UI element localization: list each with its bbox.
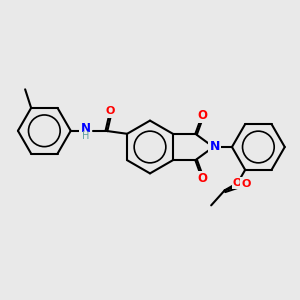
Text: N: N xyxy=(80,122,90,135)
Text: N: N xyxy=(210,140,220,154)
Text: O: O xyxy=(233,178,242,188)
Text: O: O xyxy=(197,109,207,122)
Text: O: O xyxy=(197,172,207,185)
Text: O: O xyxy=(105,106,115,116)
Text: O: O xyxy=(242,179,251,189)
Text: H: H xyxy=(82,131,89,141)
